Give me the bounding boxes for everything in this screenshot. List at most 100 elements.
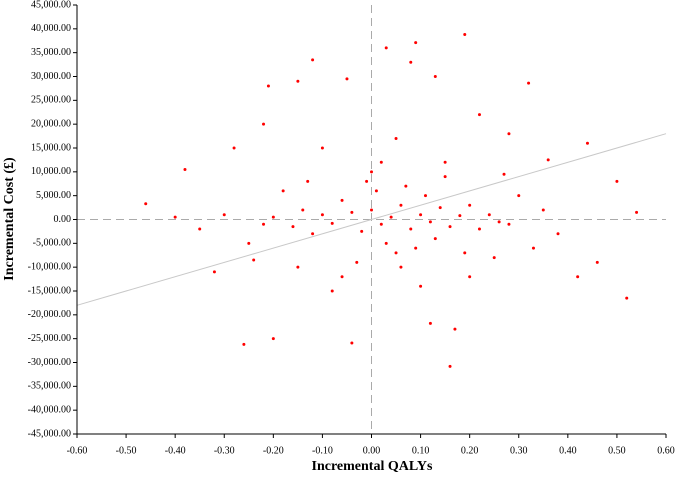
point [414, 246, 418, 250]
x-tick-label: -0.50 [116, 445, 137, 456]
point [477, 113, 481, 117]
y-tick-label: 35,000.00 [31, 47, 71, 58]
point [262, 122, 266, 126]
point [350, 210, 354, 214]
point [409, 60, 413, 64]
point [242, 342, 246, 346]
point [404, 184, 408, 188]
point [531, 246, 535, 250]
y-tick-label: -25,000.00 [28, 333, 71, 344]
point [271, 337, 275, 341]
point [458, 214, 462, 218]
point [443, 175, 447, 179]
point [507, 222, 511, 226]
x-tick-label: -0.20 [263, 445, 284, 456]
y-tick-label: -10,000.00 [28, 261, 71, 272]
point [311, 232, 315, 236]
point [384, 46, 388, 50]
x-tick-label: 0.40 [559, 445, 577, 456]
point [433, 75, 437, 78]
point [576, 275, 580, 279]
point [281, 189, 285, 193]
point [271, 215, 275, 219]
point [374, 189, 378, 193]
point [463, 33, 467, 37]
point [301, 208, 305, 212]
point [379, 160, 383, 164]
y-tick-label: 45,000.00 [31, 0, 71, 10]
x-tick-label: 0.20 [461, 445, 479, 456]
point [330, 289, 334, 293]
point [365, 179, 369, 183]
point [423, 194, 427, 198]
point [492, 256, 496, 260]
point [635, 210, 639, 214]
point [438, 206, 442, 210]
y-tick-label: 30,000.00 [31, 71, 71, 82]
point [428, 321, 432, 325]
point [468, 275, 472, 279]
point [443, 160, 447, 164]
point [453, 327, 457, 331]
point [183, 167, 187, 171]
point [419, 284, 423, 288]
point [409, 227, 413, 231]
point [487, 213, 491, 217]
point [370, 170, 373, 174]
x-tick-label: 0.60 [657, 445, 675, 456]
point [266, 84, 270, 88]
y-tick-label: -20,000.00 [28, 309, 71, 320]
y-tick-label: -5,000.00 [33, 238, 71, 249]
point [350, 341, 354, 345]
y-tick-label: -30,000.00 [28, 357, 71, 368]
x-axis-title: Incremental QALYs [312, 459, 434, 474]
point [330, 221, 334, 225]
y-axis-title: Incremental Cost (£) [2, 157, 17, 281]
point [527, 81, 531, 85]
point [497, 220, 501, 224]
point [399, 265, 403, 269]
point [394, 136, 398, 140]
y-tick-label: 40,000.00 [31, 23, 71, 34]
point [340, 198, 344, 202]
point [502, 172, 506, 176]
point [252, 258, 256, 262]
y-tick-label: -35,000.00 [28, 381, 71, 392]
x-tick-label: -0.40 [165, 445, 186, 456]
point [477, 227, 481, 231]
point [428, 220, 432, 224]
point [320, 146, 324, 150]
point [625, 296, 629, 300]
y-tick-label: 5,000.00 [36, 190, 71, 201]
x-tick-label: -0.10 [312, 445, 333, 456]
point [296, 265, 300, 269]
point [355, 260, 359, 264]
x-tick-label: 0.50 [608, 445, 626, 456]
point [370, 208, 373, 212]
point [546, 158, 550, 162]
point [212, 270, 216, 274]
point [585, 141, 589, 145]
point [448, 364, 452, 368]
point [311, 58, 315, 62]
point [389, 215, 393, 219]
y-tick-label: -15,000.00 [28, 285, 71, 296]
point [541, 208, 545, 212]
point [144, 202, 148, 206]
point [198, 227, 202, 231]
point [360, 229, 364, 233]
point [379, 222, 383, 226]
point [320, 213, 324, 217]
y-tick-label: -40,000.00 [28, 404, 71, 415]
y-tick-label: 15,000.00 [31, 142, 71, 153]
point [399, 203, 403, 207]
y-tick-label: -45,000.00 [28, 428, 71, 439]
y-tick-label: 10,000.00 [31, 166, 71, 177]
x-tick-label: 0.00 [363, 445, 381, 456]
y-tick-label: 0.00 [54, 214, 72, 225]
point [507, 132, 511, 136]
point [306, 179, 310, 183]
point [433, 237, 437, 241]
point [345, 77, 349, 81]
